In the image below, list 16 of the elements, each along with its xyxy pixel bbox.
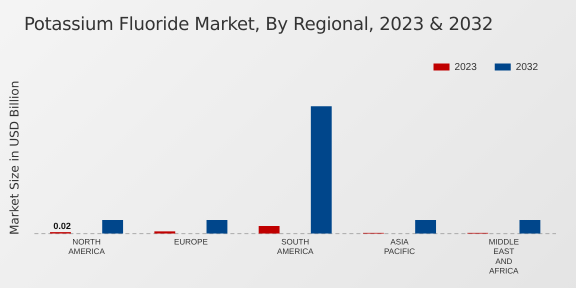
y-axis-title: Market Size in USD Billion bbox=[7, 80, 22, 235]
legend-label: 2023 bbox=[454, 62, 478, 73]
x-tick-label: SOUTH AMERICA bbox=[276, 238, 314, 256]
bar bbox=[310, 106, 332, 234]
x-tick-label: ASIA PACIFIC bbox=[384, 238, 416, 256]
bar bbox=[519, 220, 540, 234]
chart-title: Potassium Fluoride Market, By Regional, 2023 & 2032 bbox=[24, 14, 494, 35]
bar bbox=[102, 220, 124, 234]
x-tick-label: EUROPE bbox=[174, 238, 208, 247]
bar bbox=[206, 220, 228, 234]
x-tick-label: NORTH AMERICA bbox=[68, 238, 106, 256]
data-label: 0.02 bbox=[53, 221, 71, 232]
bar bbox=[258, 226, 280, 234]
legend-label: 2032 bbox=[516, 62, 538, 73]
x-tick-label: MIDDLE EAST AND AFRICA bbox=[488, 238, 520, 276]
bar bbox=[415, 220, 436, 234]
